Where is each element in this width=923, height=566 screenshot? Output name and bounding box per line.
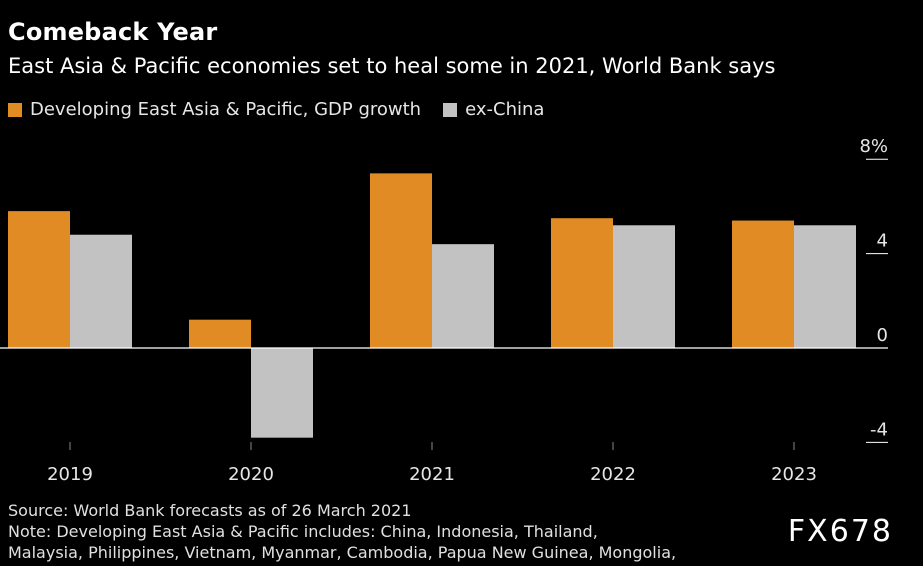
bar-ex-china-2021 <box>432 244 494 348</box>
legend: Developing East Asia & Pacific, GDP grow… <box>8 99 566 120</box>
source-note: Source: World Bank forecasts as of 26 Ma… <box>8 501 412 520</box>
brand-watermark: FX678 <box>787 514 893 549</box>
legend-item-east-asia: Developing East Asia & Pacific, GDP grow… <box>8 99 421 120</box>
bar-ex-china-2022 <box>613 225 675 348</box>
x-tick-label-2020: 2020 <box>228 464 274 485</box>
bar-ex-china-2020 <box>251 348 313 438</box>
footer: Source: World Bank forecasts as of 26 Ma… <box>8 500 676 563</box>
bar-ex-china-2023 <box>794 225 856 348</box>
y-tick-label-1: 4 <box>877 231 888 252</box>
bar-ex-china-2019 <box>70 234 132 348</box>
bar-east-asia-2019 <box>8 211 70 348</box>
note-line-2: Malaysia, Philippines, Vietnam, Myanmar,… <box>8 543 677 562</box>
x-tick-label-2023: 2023 <box>771 464 817 485</box>
chart-title: Comeback Year <box>8 18 218 46</box>
bar-east-asia-2020 <box>189 319 251 348</box>
y-tick-label-3: -4 <box>870 419 888 440</box>
legend-item-ex-china: ex-China <box>443 99 544 120</box>
x-tick-label-2022: 2022 <box>590 464 636 485</box>
bar-chart: 2019 2020 2021 2022 2023 8% 4 0 -4 <box>0 136 888 485</box>
legend-swatch-east-asia <box>8 102 22 117</box>
chart-subtitle: East Asia & Pacific economies set to hea… <box>8 54 776 78</box>
y-tick-label-2: 0 <box>877 325 888 346</box>
y-tick-label-0: 8% <box>859 136 888 157</box>
note-line-1: Note: Developing East Asia & Pacific inc… <box>8 522 598 541</box>
bar-east-asia-2023 <box>732 220 794 348</box>
x-tick-label-2021: 2021 <box>409 464 455 485</box>
bar-east-asia-2022 <box>551 218 613 348</box>
legend-label-east-asia: Developing East Asia & Pacific, GDP grow… <box>30 99 422 120</box>
legend-label-ex-china: ex-China <box>465 99 545 120</box>
bar-east-asia-2021 <box>370 173 432 348</box>
x-tick-label-2019: 2019 <box>47 464 93 485</box>
legend-swatch-ex-china <box>443 102 458 117</box>
